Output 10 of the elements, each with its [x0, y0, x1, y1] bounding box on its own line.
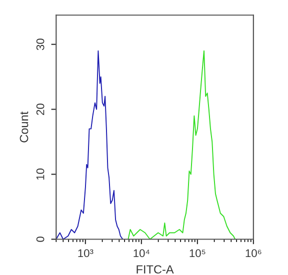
y-tick-label: 30: [36, 38, 44, 50]
y-tick-label: 10: [36, 168, 44, 180]
x-tick-label: 10⁵: [190, 249, 206, 258]
y-tick-label: 0: [36, 236, 44, 242]
x-axis-title: FITC-A: [136, 265, 174, 274]
x-tick-label: 10³: [78, 249, 94, 258]
x-tick-label: 10⁴: [134, 249, 150, 258]
x-tick-label: 10⁶: [246, 249, 262, 258]
y-tick-label: 20: [36, 104, 44, 115]
y-axis-title: Count: [20, 112, 28, 142]
